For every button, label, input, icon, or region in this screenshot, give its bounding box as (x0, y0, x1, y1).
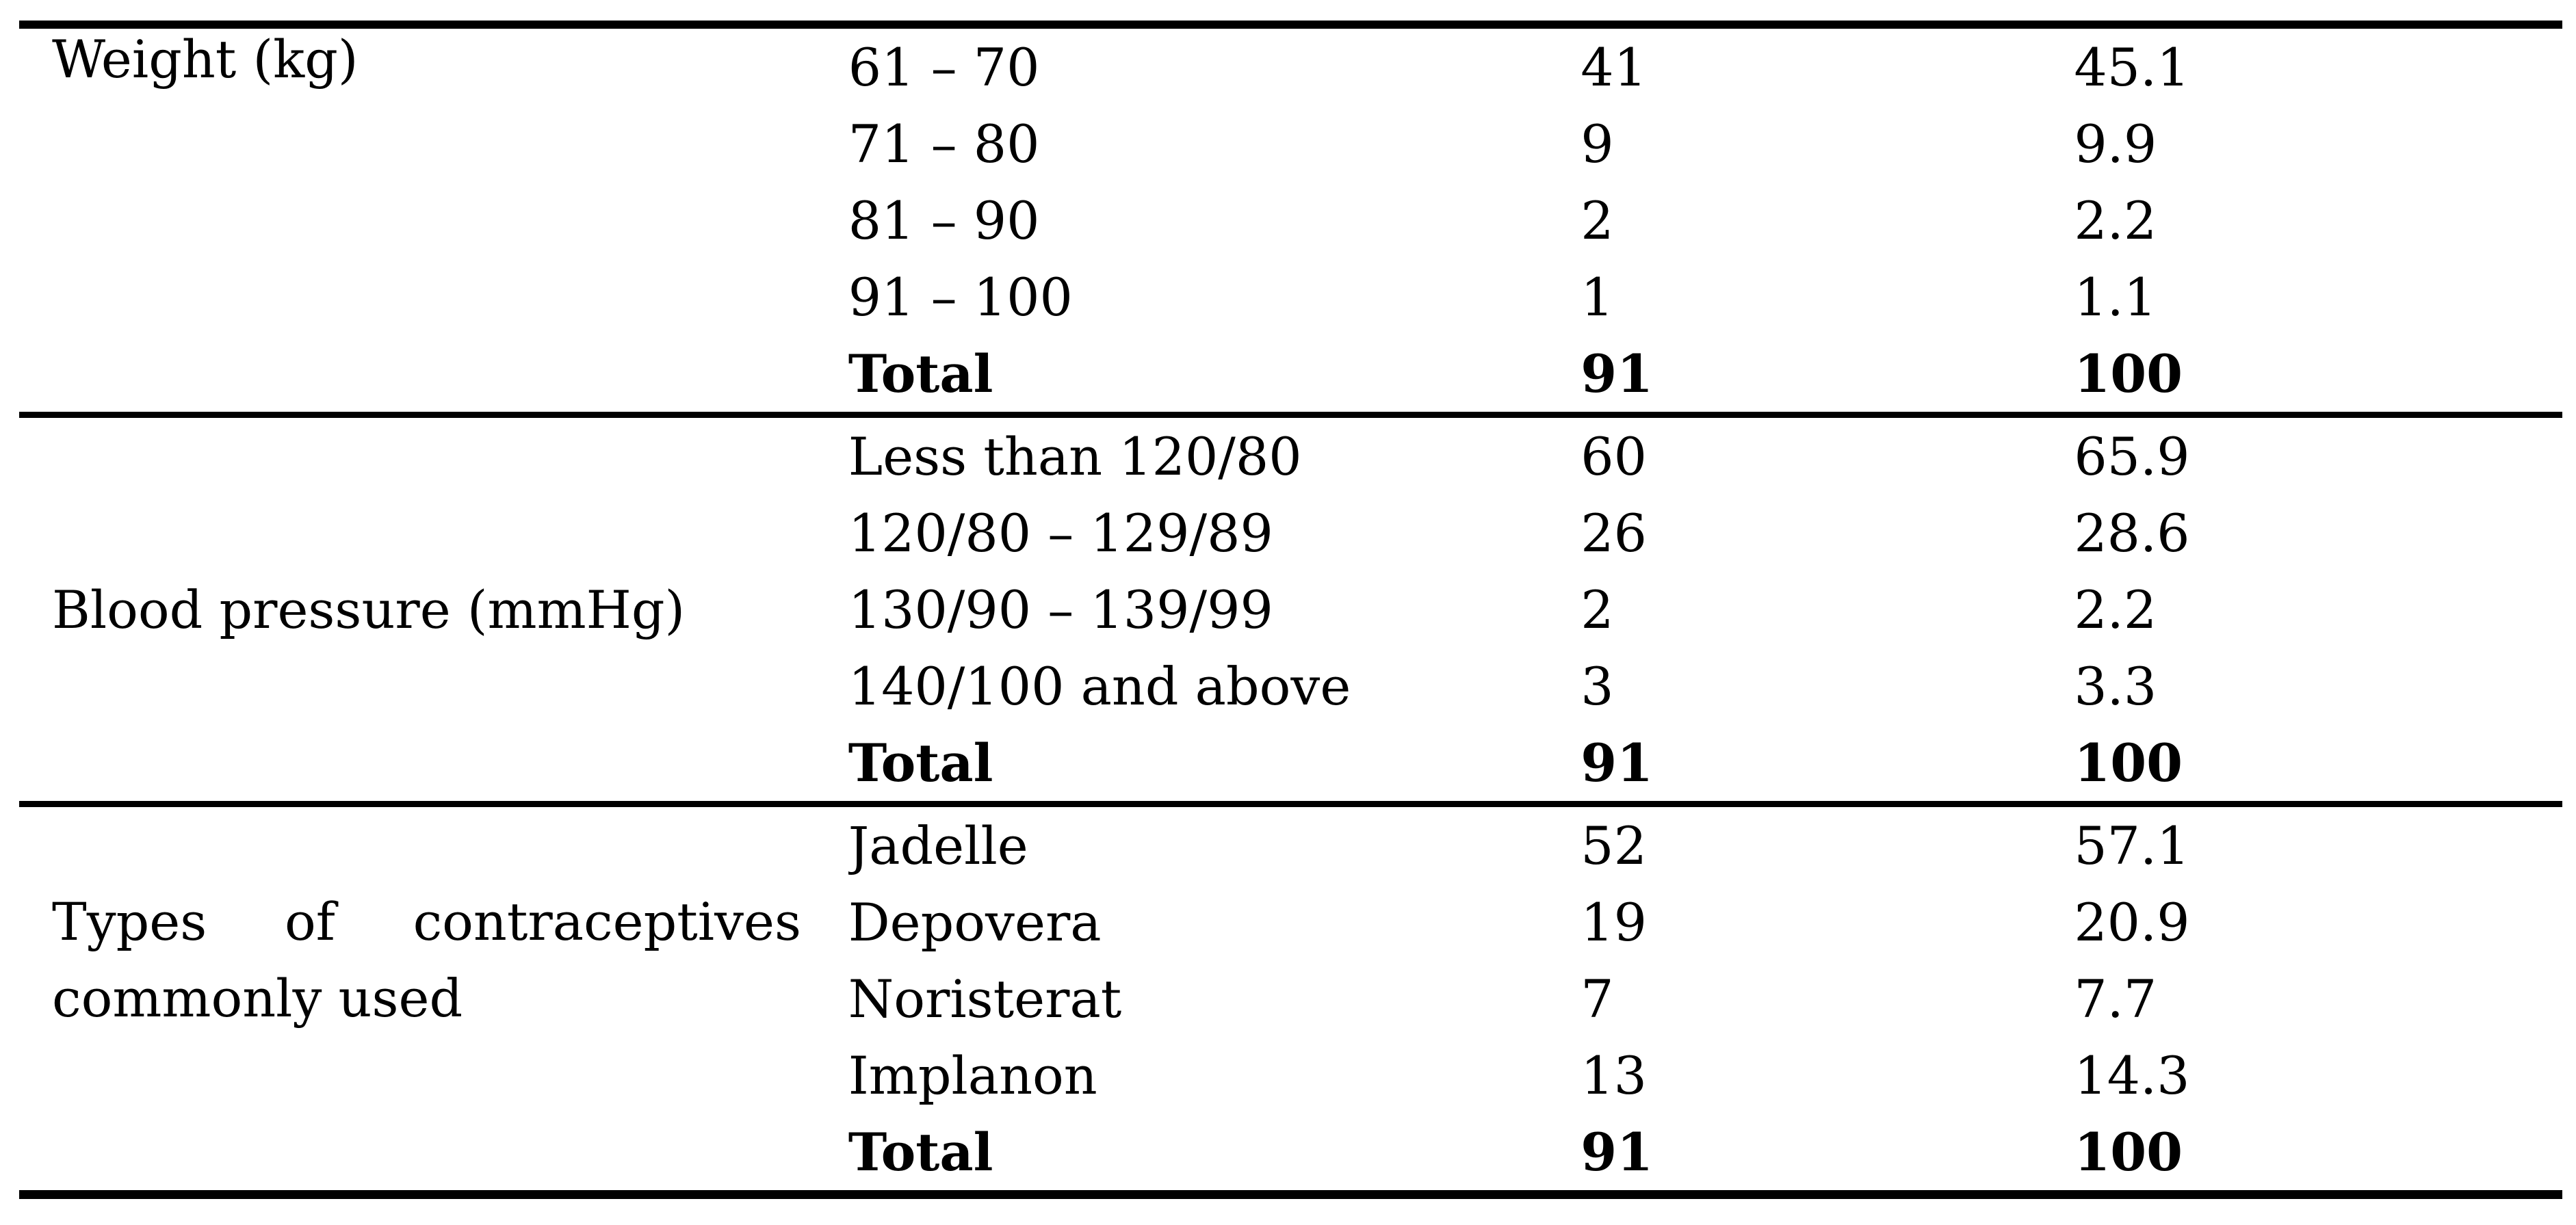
table-row: 91 – 100 1 1.1 (19, 259, 2562, 335)
percent-cell: 2.2 (2074, 189, 2157, 251)
total-row: Total 91 100 (19, 724, 2562, 804)
category-line-2: commonly used (52, 968, 463, 1029)
frequency-cell: 2 (1580, 189, 1614, 251)
table-row: Types of contraceptives commonly used Ja… (19, 804, 2562, 1029)
percent-cell: 45.1 (2074, 36, 2190, 98)
frequency-cell: 19 (1580, 891, 1647, 953)
table-row: Blood pressure (mmHg) Less than 120/80 6… (19, 415, 2562, 640)
total-row: Total 91 100 (19, 1114, 2562, 1195)
percent-cell: 28.6 (2074, 502, 2190, 564)
frequency-cell: 60 (1580, 425, 1647, 487)
total-label: Total (848, 343, 993, 404)
category-multiline-text: Types of contraceptives commonly used (52, 884, 848, 1114)
frequency-cell: 1 (1580, 266, 1614, 328)
table-row: Depovera 19 20.9 (19, 884, 2562, 960)
percent-cell: 3.3 (2074, 655, 2157, 717)
frequency-cell: 7 (1580, 968, 1614, 1029)
frequency-cell: 3 (1580, 655, 1614, 717)
subcategory-cell: Implanon (848, 1044, 1097, 1106)
frequency-cell: 13 (1580, 1044, 1647, 1106)
total-label: Total (848, 1121, 993, 1183)
percent-cell: 14.3 (2074, 1044, 2190, 1106)
frequency-cell: 9 (1580, 113, 1614, 174)
subcategory-cell: Depovera (848, 891, 1102, 953)
category-word: Types (52, 891, 207, 952)
frequency-cell: 52 (1580, 815, 1647, 876)
percent-cell: 20.9 (2074, 891, 2190, 953)
characteristics-table: Weight (kg) 61 – 70 41 45.1 71 – 80 9 9.… (19, 21, 2562, 1199)
table-row: 71 – 80 9 9.9 (19, 105, 2562, 182)
subcategory-cell: Less than 120/80 (848, 425, 1302, 487)
subcategory-cell: 71 – 80 (848, 113, 1040, 174)
category-label-blood-pressure: Blood pressure (mmHg) (52, 579, 686, 640)
subcategory-cell: 81 – 90 (848, 189, 1040, 251)
percent-cell: 7.7 (2074, 968, 2157, 1029)
table-row: 130/90 – 139/99 2 2.2 (19, 571, 2562, 648)
total-frequency: 91 (1580, 343, 1653, 404)
table-row: Noristerat 7 7.7 (19, 960, 2562, 1037)
section-contraceptive-types: Types of contraceptives commonly used Ja… (19, 804, 2562, 1195)
section-blood-pressure: Blood pressure (mmHg) Less than 120/80 6… (19, 414, 2562, 804)
percent-cell: 9.9 (2074, 113, 2157, 174)
subcategory-cell: 91 – 100 (848, 266, 1073, 328)
total-row: Total 91 100 (19, 335, 2562, 415)
total-frequency: 91 (1580, 1121, 1653, 1183)
total-percent: 100 (2074, 1121, 2183, 1183)
total-label: Total (848, 732, 993, 793)
table-row: 81 – 90 2 2.2 (19, 182, 2562, 259)
table-row: Weight (kg) 61 – 70 41 45.1 (19, 25, 2562, 105)
percent-cell: 57.1 (2074, 815, 2190, 876)
category-word: contraceptives (413, 891, 801, 952)
table-row: Implanon 13 14.3 (19, 1037, 2562, 1114)
category-line-1: Types of contraceptives (52, 884, 801, 960)
subcategory-cell: 61 – 70 (848, 36, 1040, 98)
section-weight: Weight (kg) 61 – 70 41 45.1 71 – 80 9 9.… (19, 25, 2562, 415)
table-row: 120/80 – 129/89 26 28.6 (19, 495, 2562, 571)
category-word: of (284, 891, 335, 952)
category-label-weight: Weight (kg) (52, 29, 359, 90)
subcategory-cell: Noristerat (848, 968, 1122, 1029)
total-percent: 100 (2074, 343, 2183, 404)
frequency-cell: 26 (1580, 502, 1647, 564)
subcategory-cell: 140/100 and above (848, 655, 1351, 717)
frequency-cell: 2 (1580, 579, 1614, 640)
total-percent: 100 (2074, 732, 2183, 793)
subcategory-cell: 120/80 – 129/89 (848, 502, 1273, 564)
table-row: 140/100 and above 3 3.3 (19, 648, 2562, 724)
frequency-cell: 41 (1580, 36, 1647, 98)
percent-cell: 1.1 (2074, 266, 2157, 328)
subcategory-cell: Jadelle (848, 815, 1028, 876)
percent-cell: 2.2 (2074, 579, 2157, 640)
total-frequency: 91 (1580, 732, 1653, 793)
percent-cell: 65.9 (2074, 425, 2190, 487)
subcategory-cell: 130/90 – 139/99 (848, 579, 1273, 640)
category-label-contraceptive-types: Types of contraceptives commonly used (19, 804, 848, 1195)
